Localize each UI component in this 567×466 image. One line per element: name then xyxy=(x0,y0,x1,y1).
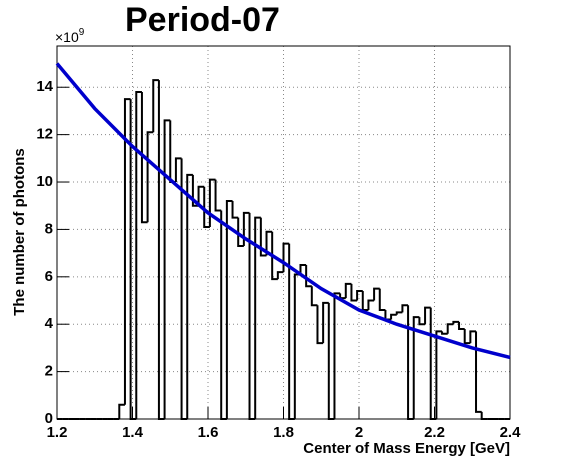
histogram-bin xyxy=(441,331,448,335)
histogram-bin xyxy=(191,174,199,207)
histogram-bin xyxy=(293,273,301,419)
y-tick-label: 4 xyxy=(45,315,54,332)
histogram-bin xyxy=(299,263,307,275)
histogram-bin xyxy=(322,301,329,344)
histogram-bin xyxy=(146,131,154,223)
histogram-bin xyxy=(248,212,256,420)
histogram-bin xyxy=(225,199,233,419)
histogram-bin xyxy=(395,311,403,315)
histogram-bin xyxy=(276,271,284,280)
histogram-bin xyxy=(152,79,159,133)
multiplier-base: ×10 xyxy=(55,29,79,45)
histogram-bin xyxy=(418,317,426,326)
histogram-bin xyxy=(367,299,375,310)
histogram-bin xyxy=(129,99,137,420)
x-tick-label: 2 xyxy=(355,424,363,441)
plot-frame xyxy=(56,45,511,420)
histogram-bin xyxy=(344,282,352,299)
histogram-bin xyxy=(458,321,465,330)
histogram-bin xyxy=(469,330,477,344)
histogram-bin xyxy=(220,210,227,420)
histogram-bin xyxy=(123,98,131,405)
x-tick-label: 1.4 xyxy=(122,424,144,441)
histogram-bin xyxy=(174,157,182,183)
histogram-bin xyxy=(118,403,125,419)
y-tick-label: 6 xyxy=(45,268,53,285)
histogram-bin xyxy=(373,287,380,301)
histogram-bin xyxy=(265,230,273,256)
multiplier-exponent: 9 xyxy=(79,27,85,38)
histogram-bin xyxy=(401,304,409,313)
y-tick-label: 8 xyxy=(45,220,53,237)
x-tick-label: 2.2 xyxy=(424,424,445,441)
histogram-bin xyxy=(242,211,250,247)
histogram-bin xyxy=(135,90,142,419)
histogram-bin xyxy=(435,330,443,419)
histogram-bin xyxy=(407,305,414,420)
histogram-bin xyxy=(378,288,386,311)
histogram-bin xyxy=(463,328,471,345)
x-tick-label: 1.6 xyxy=(198,424,219,441)
histogram-bin xyxy=(140,91,148,224)
fit-curve xyxy=(55,62,511,360)
histogram-bin xyxy=(480,411,488,420)
histogram-bin xyxy=(203,186,210,229)
histogram-bin xyxy=(271,231,278,281)
histogram-bin xyxy=(186,173,193,419)
histogram-bin xyxy=(390,313,397,320)
y-tick-label: 2 xyxy=(45,363,53,380)
y-axis-label: The number of photons xyxy=(11,148,28,315)
x-tick-label: 2.4 xyxy=(500,424,522,441)
histogram-bin xyxy=(254,216,261,419)
histogram-bin xyxy=(475,331,482,413)
y-tick-label: 14 xyxy=(36,78,53,95)
histogram-bin xyxy=(310,286,318,307)
histogram-bin xyxy=(333,292,341,419)
histogram-bin xyxy=(237,217,244,248)
histogram-bin xyxy=(305,264,312,288)
x-tick-label: 1.8 xyxy=(273,424,294,441)
x-tick-label: 1.2 xyxy=(47,424,68,441)
histogram-bin xyxy=(327,302,335,420)
histogram-bin xyxy=(208,178,216,228)
y-tick-label: 12 xyxy=(36,126,53,143)
histogram-bin xyxy=(316,305,324,345)
histogram-bin xyxy=(163,119,171,419)
histogram-bin xyxy=(180,158,188,420)
histogram-bin xyxy=(424,306,431,325)
x-axis-label: Center of Mass Energy [GeV] xyxy=(303,440,510,457)
histogram-bin xyxy=(157,80,165,420)
histogram-bin xyxy=(429,307,437,420)
y-multiplier: ×109 xyxy=(55,27,85,45)
histogram-bin xyxy=(214,179,222,212)
histogram-bin xyxy=(231,200,239,219)
histogram-bin xyxy=(446,323,454,334)
y-tick-label: 10 xyxy=(36,173,53,190)
histogram-bin xyxy=(350,283,358,302)
histogram-bin xyxy=(412,316,420,419)
histogram-bin xyxy=(259,217,267,257)
histogram-bin xyxy=(452,320,460,325)
histogram-bin xyxy=(356,290,363,301)
histogram-bin xyxy=(197,185,205,206)
chart-title: Period-07 xyxy=(125,1,280,39)
histogram-bin xyxy=(288,243,295,420)
y-tick-label: 0 xyxy=(45,410,53,427)
